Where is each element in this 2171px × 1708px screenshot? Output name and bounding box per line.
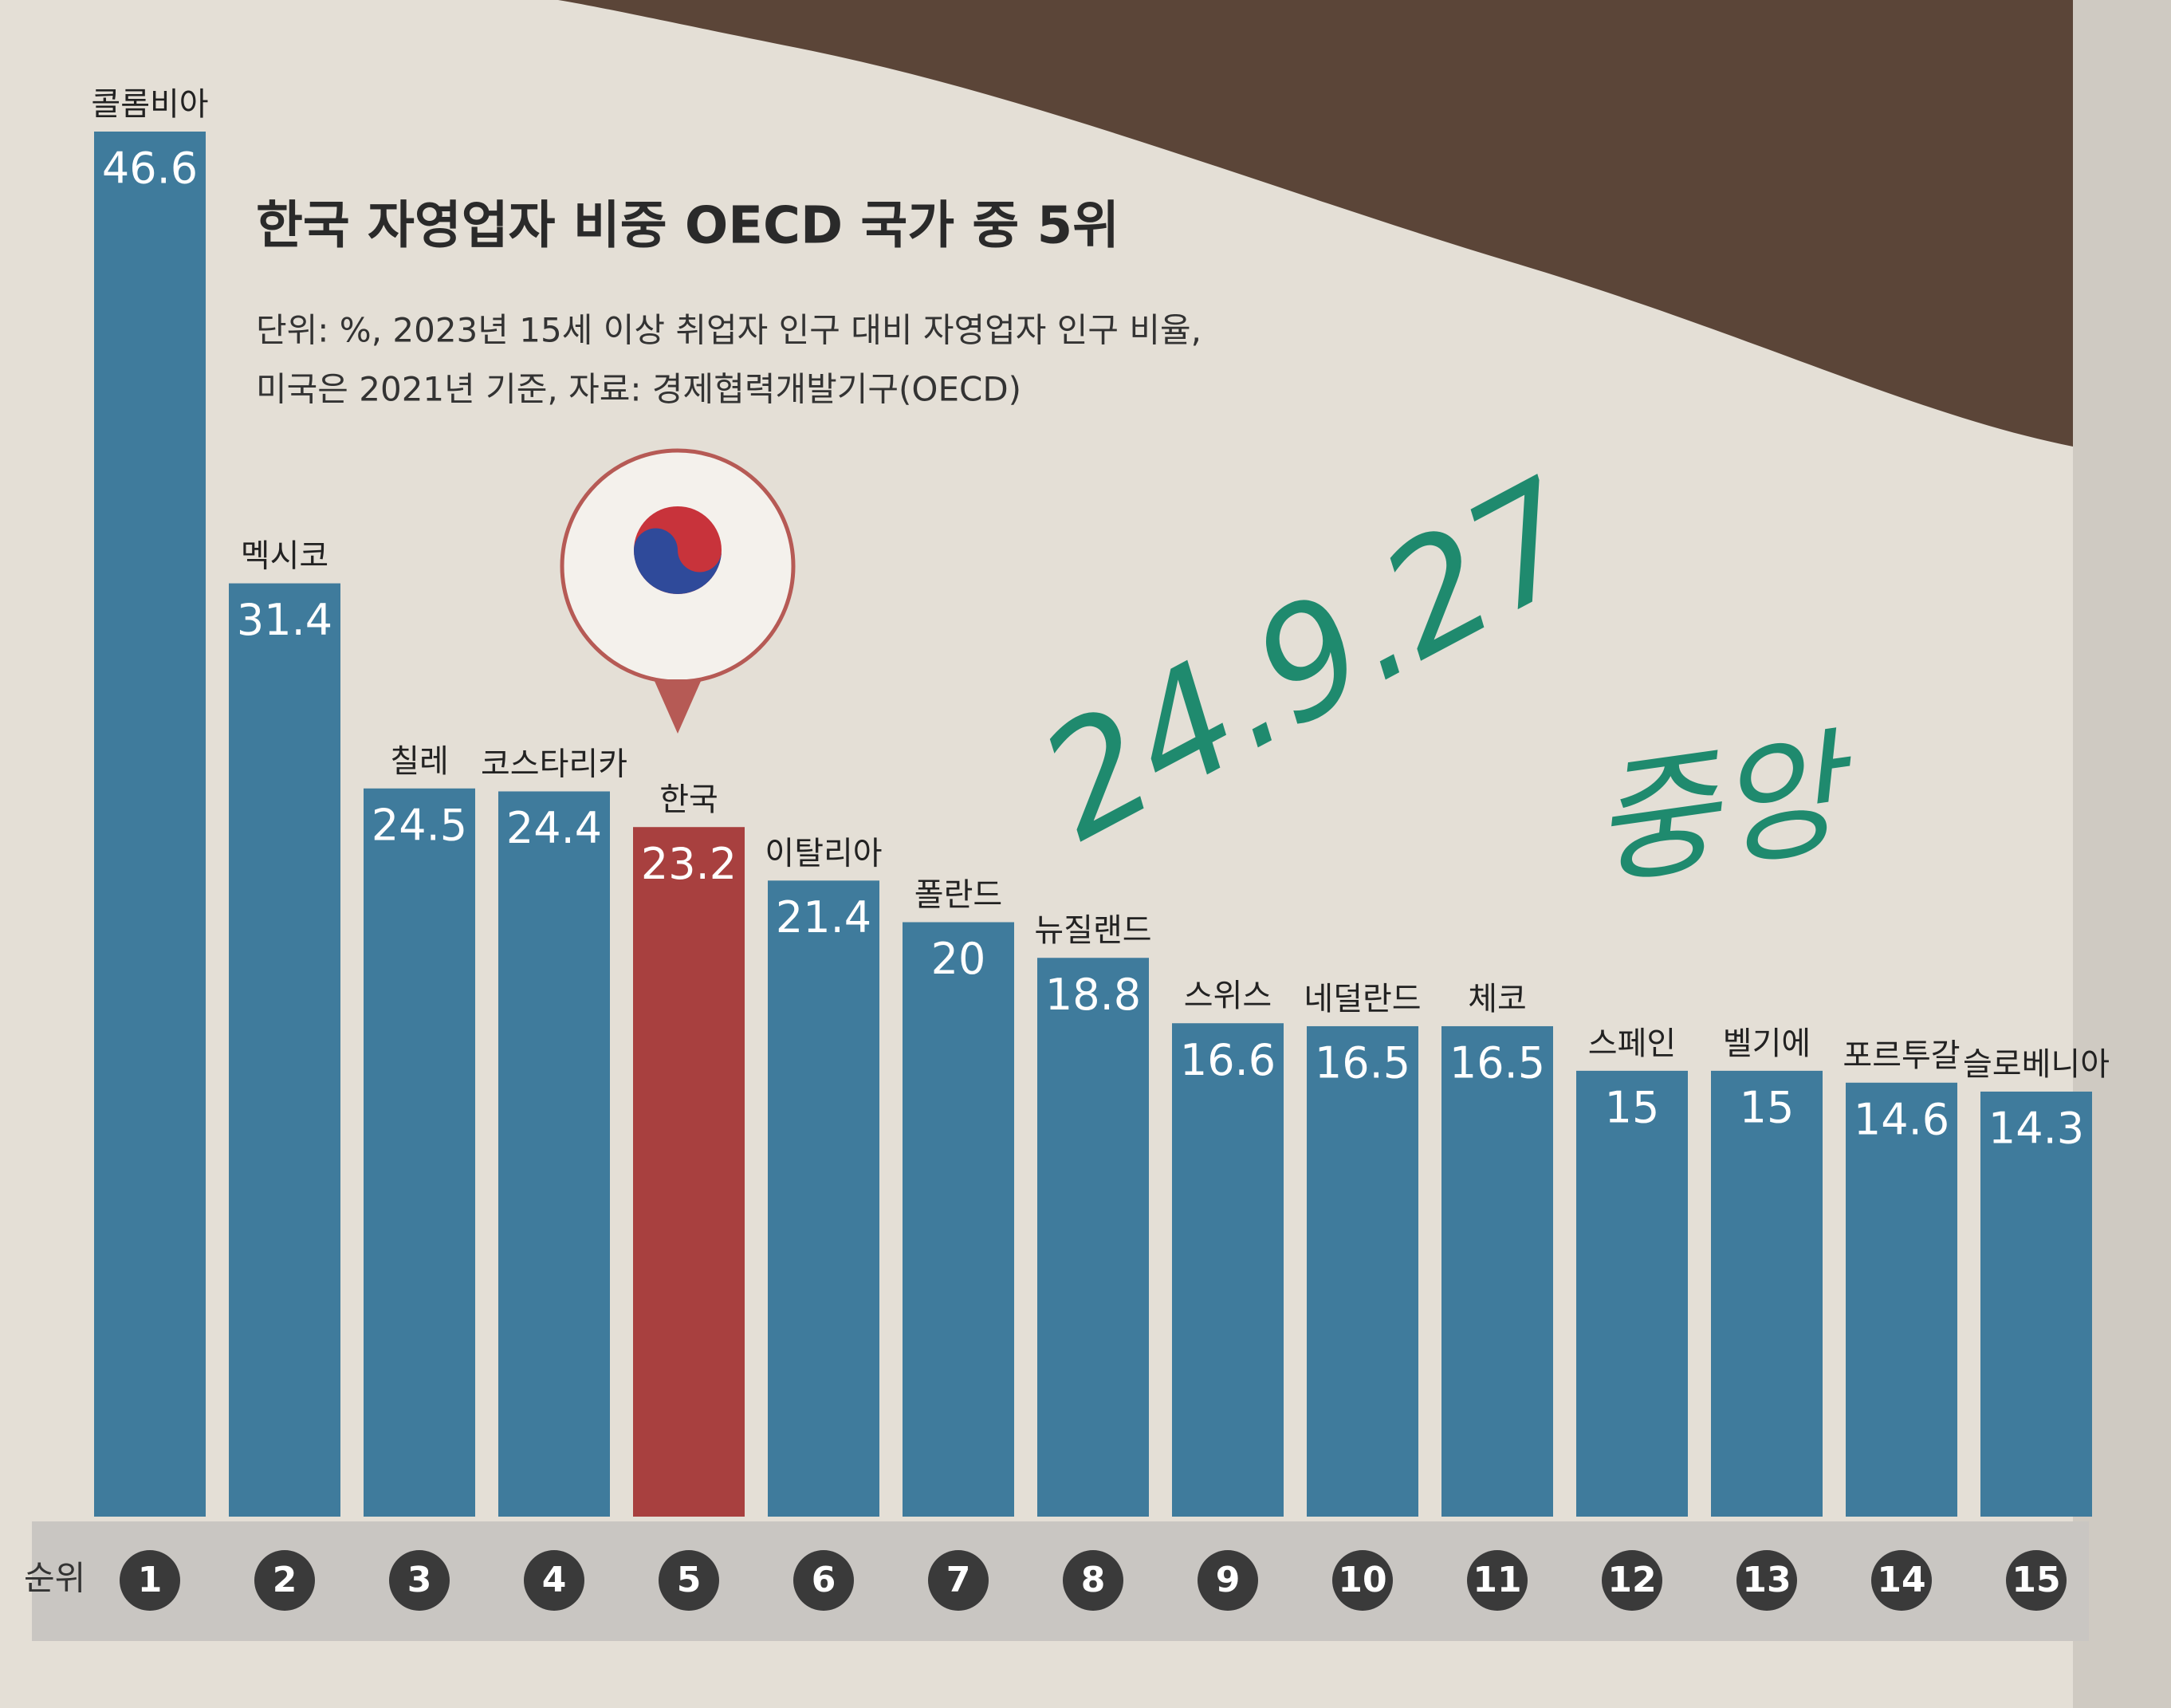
bar bbox=[1846, 1082, 1957, 1517]
rank-number: 9 bbox=[1216, 1560, 1241, 1600]
rank-badge bbox=[254, 1550, 315, 1611]
rank-badge bbox=[659, 1550, 719, 1611]
bar bbox=[1307, 1025, 1418, 1517]
note-text: 중앙 bbox=[1583, 713, 1867, 906]
category-label: 멕시코 bbox=[241, 538, 328, 575]
rank-badge bbox=[1063, 1550, 1123, 1611]
bar bbox=[1037, 958, 1149, 1517]
category-label: 슬로베니아 bbox=[1963, 1046, 2110, 1083]
rank-badge bbox=[2006, 1550, 2067, 1611]
category-label: 네덜란드 bbox=[1304, 981, 1421, 1017]
category-label: 체코 bbox=[1468, 981, 1527, 1017]
bar bbox=[633, 827, 745, 1517]
rank-number: 13 bbox=[1742, 1560, 1791, 1600]
chart-title: 한국 자영업자 비중 OECD 국가 중 5위 bbox=[256, 197, 1119, 256]
rank-number: 14 bbox=[1877, 1560, 1925, 1600]
rank-number: 6 bbox=[812, 1560, 836, 1600]
rank-badge bbox=[793, 1550, 854, 1611]
category-label: 콜롬비아 bbox=[91, 86, 208, 123]
rank-number: 3 bbox=[407, 1560, 432, 1600]
rank-label: 순위 bbox=[24, 1559, 85, 1598]
category-label: 스페인 bbox=[1588, 1025, 1676, 1062]
value-label: 14.3 bbox=[1988, 1104, 2084, 1154]
bar bbox=[903, 922, 1014, 1517]
rank-badge bbox=[928, 1550, 989, 1611]
rank-badge bbox=[1871, 1550, 1932, 1611]
value-label: 15 bbox=[1605, 1083, 1660, 1133]
value-label: 16.5 bbox=[1449, 1038, 1545, 1088]
value-label: 31.4 bbox=[237, 595, 332, 645]
value-label: 18.8 bbox=[1045, 970, 1141, 1020]
bar bbox=[229, 583, 340, 1517]
bar bbox=[498, 791, 610, 1517]
bar bbox=[364, 788, 475, 1517]
category-label: 이탈리아 bbox=[765, 835, 882, 872]
category-label: 코스타리카 bbox=[481, 746, 627, 782]
photo bbox=[558, 0, 2073, 447]
rank-badge bbox=[1602, 1550, 1662, 1611]
handwritten-note: 중앙 bbox=[1583, 713, 1867, 906]
rank-number: 2 bbox=[273, 1560, 297, 1600]
rank-number: 11 bbox=[1473, 1560, 1521, 1600]
subtitle: 미국은 2021년 기준, 자료: 경제협력개발기구(OECD) bbox=[256, 370, 1021, 409]
bar bbox=[1711, 1070, 1823, 1517]
bar bbox=[94, 132, 206, 1517]
rank-number: 10 bbox=[1338, 1560, 1386, 1600]
value-label: 15 bbox=[1740, 1083, 1795, 1133]
bar bbox=[768, 880, 879, 1517]
rank-badge bbox=[1736, 1550, 1797, 1611]
bar bbox=[1172, 1023, 1284, 1517]
category-label: 스위스 bbox=[1184, 978, 1272, 1014]
rank-badge bbox=[1332, 1550, 1393, 1611]
rank-number: 1 bbox=[138, 1560, 163, 1600]
rank-number: 7 bbox=[946, 1560, 971, 1600]
rank-badge bbox=[120, 1550, 180, 1611]
value-label: 20 bbox=[931, 934, 986, 984]
subtitle: 단위: %, 2023년 15세 이상 취업자 인구 대비 자영업자 인구 비율… bbox=[256, 311, 1202, 350]
bar bbox=[1441, 1025, 1553, 1517]
value-label: 24.5 bbox=[372, 800, 467, 850]
value-label: 46.6 bbox=[102, 144, 198, 194]
bar bbox=[1576, 1070, 1688, 1517]
rank-badge bbox=[1467, 1550, 1528, 1611]
rank-number: 5 bbox=[677, 1560, 702, 1600]
bar bbox=[1980, 1091, 2092, 1517]
rank-number: 8 bbox=[1081, 1560, 1106, 1600]
value-label: 24.4 bbox=[506, 803, 602, 853]
rank-number: 15 bbox=[2012, 1560, 2060, 1600]
category-label: 칠레 bbox=[390, 743, 449, 780]
value-label: 21.4 bbox=[776, 892, 871, 943]
value-label: 23.2 bbox=[641, 839, 737, 889]
rank-badge bbox=[389, 1550, 450, 1611]
category-label: 벨기에 bbox=[1723, 1025, 1811, 1062]
value-label: 16.5 bbox=[1315, 1038, 1410, 1088]
category-label: 뉴질랜드 bbox=[1034, 912, 1151, 949]
value-label: 14.6 bbox=[1854, 1094, 1949, 1144]
value-label: 16.6 bbox=[1180, 1035, 1276, 1085]
category-label: 한국 bbox=[659, 781, 718, 818]
rank-badge bbox=[524, 1550, 584, 1611]
rank-badge bbox=[1198, 1550, 1258, 1611]
category-label: 폴란드 bbox=[914, 877, 1002, 914]
flag-marker bbox=[560, 448, 796, 734]
rank-number: 4 bbox=[542, 1560, 567, 1600]
rank-number: 12 bbox=[1607, 1560, 1656, 1600]
category-label: 포르투갈 bbox=[1843, 1037, 1960, 1074]
